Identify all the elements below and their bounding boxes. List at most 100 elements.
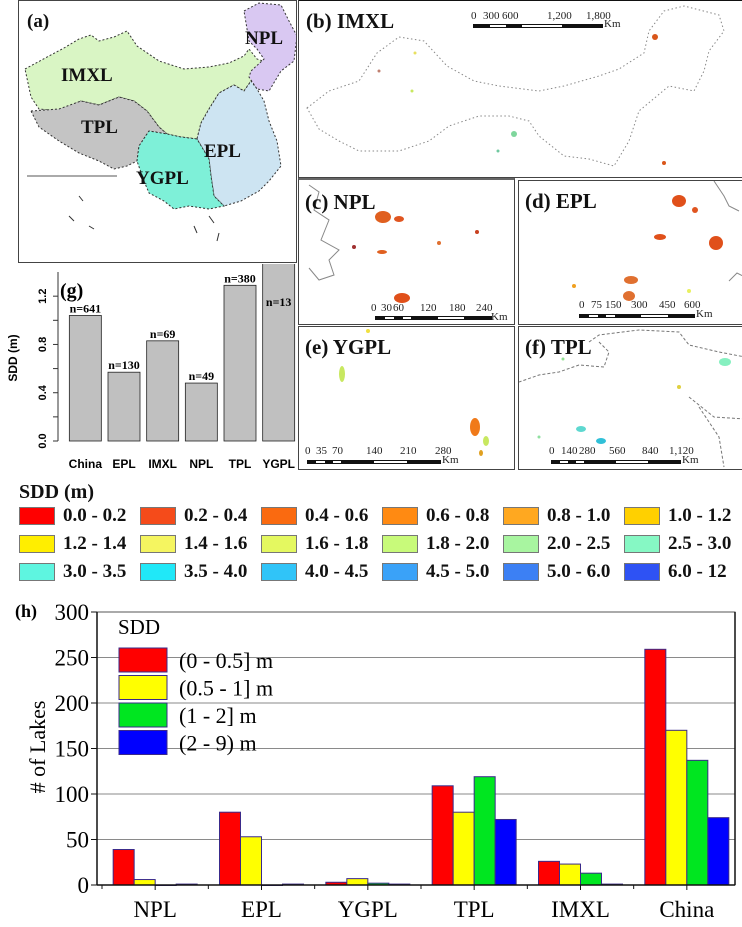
scale-tick: 75 xyxy=(591,299,602,311)
legend-label: 1.0 - 1.2 xyxy=(668,505,732,526)
chart-g-bars: n=641 China n=130 EPL n=69 IMXL n=49 NPL n=380 TP… xyxy=(69,264,296,471)
scale-tick: 210 xyxy=(400,445,417,457)
scale-unit: Km xyxy=(491,311,508,323)
chart-h-gridlines xyxy=(97,657,735,840)
legend-swatch xyxy=(118,647,168,673)
scale-tick: 140 xyxy=(366,445,383,457)
legend-label: 1.4 - 1.6 xyxy=(184,533,248,554)
legend-swatch xyxy=(382,563,418,581)
region-label-npl: NPL xyxy=(245,28,283,49)
bar-epl-series-0 xyxy=(219,811,241,886)
scale-unit: Km xyxy=(604,18,621,30)
chart-h-lake-counts: (h) # of Lakes 0 50 100 150 200 250 300 NPL EPL Y… xyxy=(15,600,736,922)
legend-swatch xyxy=(118,730,168,755)
legend-item: 1.8 - 2.0 xyxy=(382,533,503,554)
scale-tick: 0 xyxy=(471,10,477,22)
bar-label: n=69 xyxy=(150,327,176,341)
legend-label: 1.8 - 2.0 xyxy=(426,533,490,554)
bar-imxl-series-2 xyxy=(580,872,602,886)
legend-item: 0.8 - 1.0 xyxy=(503,505,624,526)
panel-d-label: (d) EPL xyxy=(525,189,597,213)
bar-npl-series-0 xyxy=(112,849,135,886)
npl-boundary xyxy=(308,184,340,281)
lake-mark xyxy=(479,450,483,456)
lake-mark xyxy=(496,149,500,153)
legend-swatch xyxy=(19,507,55,525)
lake-mark xyxy=(677,385,681,389)
legend-item: 3.5 - 4.0 xyxy=(140,561,261,582)
scale-tick: 1,200 xyxy=(547,10,572,22)
legend-item: 0.4 - 0.6 xyxy=(261,505,382,526)
legend-item: 1.4 - 1.6 xyxy=(140,533,261,554)
island-marks xyxy=(68,195,220,242)
legend-label: 6.0 - 12 xyxy=(668,561,727,582)
scale-tick: 35 xyxy=(316,445,327,457)
bar-tpl-series-3 xyxy=(494,818,517,886)
lake-mark xyxy=(596,438,606,444)
region-label-tpl: TPL xyxy=(81,117,118,138)
legend-label: 2.5 - 3.0 xyxy=(668,533,732,554)
tpl-lake-map xyxy=(519,329,742,468)
lake-mark xyxy=(410,89,414,93)
legend-item: 5.0 - 6.0 xyxy=(503,561,624,582)
map-panel-c: (c) NPL 0 30 60 120 180 240 Km xyxy=(298,178,515,325)
panel-b-label: (b) IMXL xyxy=(306,9,395,33)
lake-mark xyxy=(377,69,381,73)
bar-china-series-3 xyxy=(707,817,730,886)
legend-title: SDD (m) xyxy=(19,481,94,503)
legend-label: (2 - 9) m xyxy=(179,731,257,756)
lake-mark xyxy=(572,284,576,288)
lake-mark xyxy=(537,435,541,439)
legend-swatch xyxy=(503,535,539,553)
legend-item: 2.0 - 2.5 xyxy=(503,533,624,554)
y-tick-label: 0.0 xyxy=(37,433,49,448)
legend-swatch xyxy=(624,535,660,553)
panel-c-label: (c) NPL xyxy=(305,190,376,214)
legend-label: 3.0 - 3.5 xyxy=(63,561,127,582)
y-tick-label: 150 xyxy=(55,737,90,762)
legend-item: 6.0 - 12 xyxy=(624,561,742,582)
legend-label: (0 - 0.5] m xyxy=(179,648,273,673)
scale-bar-b: 0 300 600 1,200 1,800 Km xyxy=(471,10,631,30)
legend-label: 0.8 - 1.0 xyxy=(547,505,611,526)
lake-mark xyxy=(437,241,441,245)
bar-imxl-series-0 xyxy=(538,860,560,886)
legend-label: 0.0 - 0.2 xyxy=(63,505,127,526)
y-tick-label: 250 xyxy=(55,646,90,671)
x-tick-label: China xyxy=(69,457,103,471)
legend-item: 0.2 - 0.4 xyxy=(140,505,261,526)
y-tick-label: 0 xyxy=(78,873,90,898)
scale-tick: 600 xyxy=(502,10,519,22)
legend-item: 3.0 - 3.5 xyxy=(19,561,140,582)
scale-tick: 60 xyxy=(393,302,404,314)
legend-label: 5.0 - 6.0 xyxy=(547,561,611,582)
scale-tick: 840 xyxy=(642,445,659,457)
legend-swatch xyxy=(19,535,55,553)
legend-label: 1.2 - 1.4 xyxy=(63,533,127,554)
region-label-epl: EPL xyxy=(204,141,241,162)
tpl-boundary xyxy=(519,329,742,468)
lake-mark xyxy=(561,357,565,361)
bar-ygpl-series-1 xyxy=(346,878,369,886)
legend-swatch xyxy=(140,563,176,581)
scale-unit: Km xyxy=(682,454,699,466)
x-tick-label: NPL xyxy=(189,457,213,471)
sdd-color-legend: 0.0 - 0.2 0.2 - 0.4 0.4 - 0.6 0.6 - 0.8 0.8 … xyxy=(19,505,742,582)
scale-bar-c: 0 30 60 120 180 240 Km xyxy=(371,302,514,324)
bar-label: n=130 xyxy=(108,358,140,372)
bar-label: n=49 xyxy=(189,369,215,383)
legend-item: 1.0 - 1.2 xyxy=(624,505,742,526)
lake-mark xyxy=(624,276,638,284)
x-tick-label: NPL xyxy=(133,897,176,922)
x-tick-label: China xyxy=(659,897,714,922)
bar-ygpl xyxy=(262,264,296,442)
map-panel-d: (d) EPL 0 75 150 300 450 600 Km xyxy=(518,180,742,325)
ygpl-lake-map xyxy=(339,329,489,456)
legend-label: 4.5 - 5.0 xyxy=(426,561,490,582)
legend-swatch xyxy=(140,507,176,525)
bar-epl-series-1 xyxy=(240,836,262,886)
chart-g-title: (g) xyxy=(60,280,83,302)
bar-label: n=380 xyxy=(224,271,256,285)
lake-mark xyxy=(475,230,479,234)
scale-tick: 0 xyxy=(579,299,585,311)
